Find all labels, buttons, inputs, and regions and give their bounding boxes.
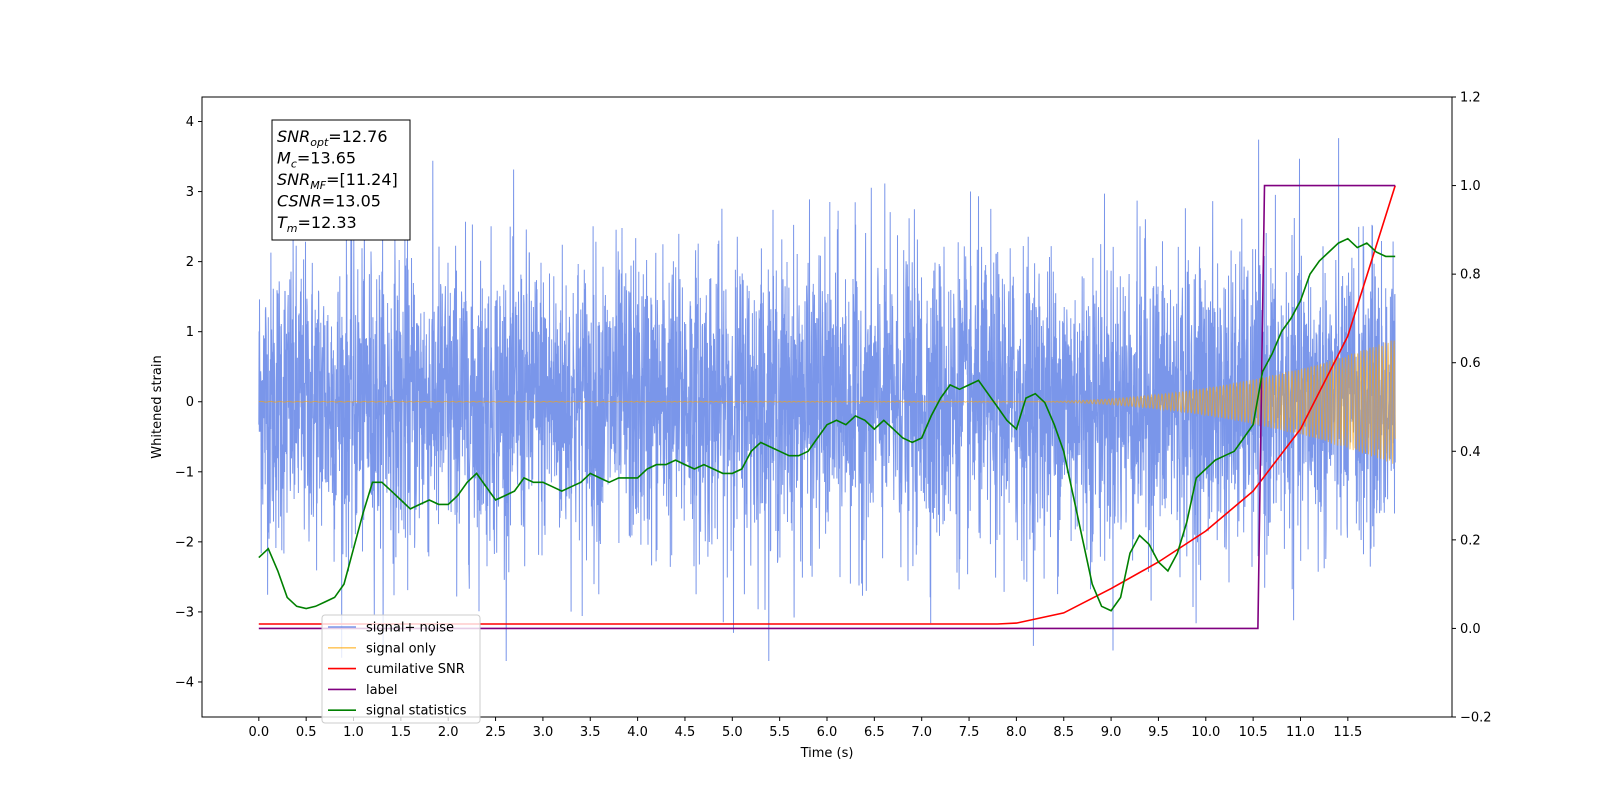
x-axis-label: Time (s) <box>800 746 854 761</box>
x-tick-label: 0.5 <box>296 725 317 740</box>
y-tick-label: −1 <box>175 465 194 480</box>
y2-tick-label: 0.2 <box>1460 533 1481 548</box>
annotation-line: CSNR=13.05 <box>277 192 381 211</box>
x-tick-label: 10.5 <box>1239 725 1268 740</box>
annotation-line: SNRopt=12.76 <box>277 127 388 149</box>
series-signal-only <box>258 340 1396 464</box>
x-tick-label: 4.5 <box>675 725 696 740</box>
x-tick-label: 0.0 <box>248 725 269 740</box>
x-tick-label: 5.5 <box>769 725 790 740</box>
legend-entry: cumilative SNR <box>366 662 465 677</box>
annotation-line: Mc=13.65 <box>277 149 356 171</box>
legend-entry: signal only <box>366 641 436 656</box>
legend-frame <box>321 614 481 724</box>
legend-entry: signal statistics <box>366 704 467 719</box>
x-tick-label: 11.5 <box>1333 725 1362 740</box>
y2-tick-label: 0.6 <box>1460 356 1481 371</box>
x-tick-label: 7.5 <box>959 725 980 740</box>
x-tick-label: 2.5 <box>485 725 506 740</box>
x-tick-label: 3.0 <box>533 725 554 740</box>
x-tick-label: 9.0 <box>1101 725 1122 740</box>
y-tick-label: 3 <box>186 185 194 200</box>
y-tick-label: −4 <box>175 675 194 690</box>
x-tick-label: 10.0 <box>1191 725 1220 740</box>
x-tick-label: 8.5 <box>1053 725 1074 740</box>
stats-annotation-box: SNRopt=12.76Mc=13.65SNRMF=[11.24]CSNR=13… <box>271 119 411 241</box>
series-signal-noise <box>258 138 1396 662</box>
series-signal-statistics <box>258 237 1396 612</box>
y2-tick-label: 1.0 <box>1460 179 1481 194</box>
annotation-line: SNRMF=[11.24] <box>277 170 398 192</box>
y2-tick-label: 0.0 <box>1460 622 1481 637</box>
legend-entry: signal+ noise <box>366 621 454 636</box>
y-tick-label: 2 <box>186 255 194 270</box>
legend: signal+ noise signal only cumilative SNR la… <box>321 614 481 724</box>
x-tick-label: 5.0 <box>722 725 743 740</box>
y-tick-label: 1 <box>186 325 194 340</box>
x-tick-label: 1.0 <box>343 725 364 740</box>
x-tick-label: 2.0 <box>438 725 459 740</box>
y-tick-label: −2 <box>175 535 194 550</box>
y-tick-label: 4 <box>186 115 194 130</box>
x-tick-label: 1.5 <box>391 725 412 740</box>
x-tick-label: 6.5 <box>864 725 885 740</box>
y2-tick-label: 0.8 <box>1460 268 1481 283</box>
y2-tick-label: 1.2 <box>1460 91 1481 106</box>
x-tick-label: 6.0 <box>817 725 838 740</box>
annotation-frame <box>271 119 411 241</box>
y-tick-label: 0 <box>186 395 194 410</box>
legend-entry: label <box>366 683 397 698</box>
x-tick-label: 3.5 <box>580 725 601 740</box>
series-label <box>258 184 1396 630</box>
y-tick-label: −3 <box>175 605 194 620</box>
x-tick-label: 9.5 <box>1148 725 1169 740</box>
y2-tick-label: 0.4 <box>1460 445 1481 460</box>
annotation-line: Tm=12.33 <box>277 213 357 235</box>
x-tick-label: 11.0 <box>1286 725 1315 740</box>
series-cumulative-snr <box>258 185 1396 625</box>
y-axis-label: Whitened strain <box>150 355 165 458</box>
x-tick-label: 7.0 <box>911 725 932 740</box>
x-tick-label: 4.0 <box>627 725 648 740</box>
y2-tick-label: −0.2 <box>1460 711 1492 726</box>
x-tick-label: 8.0 <box>1006 725 1027 740</box>
